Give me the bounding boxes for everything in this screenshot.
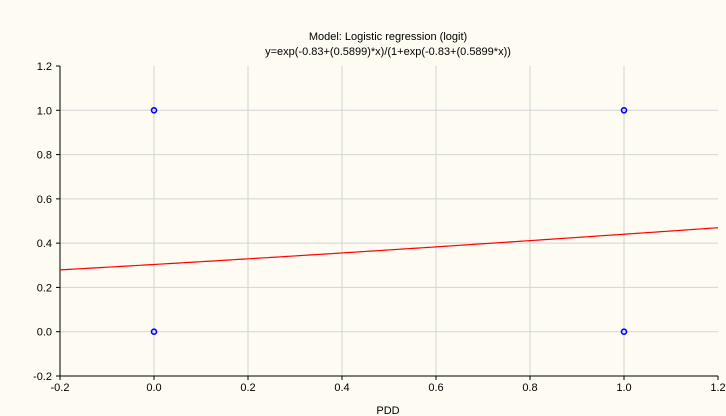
data-points-layer (150, 106, 628, 336)
grid (60, 66, 718, 376)
y-tick-label: 1.2 (37, 61, 52, 73)
y-tick-label: 0.8 (37, 150, 52, 162)
data-point (620, 106, 628, 114)
x-tick-label: 1.2 (710, 382, 725, 394)
y-tick-label: 0.4 (37, 238, 52, 250)
y-tick-label: -0.2 (33, 371, 52, 383)
x-tick-label: 0.8 (522, 382, 537, 394)
chart-title: Model: Logistic regression (logit) (309, 31, 467, 43)
x-tick-label: -0.2 (51, 382, 70, 394)
fitted-curve-layer (59, 227, 719, 271)
data-point (150, 106, 158, 114)
y-tick-label: 1.0 (37, 105, 52, 117)
x-tick-label: 0.6 (428, 382, 443, 394)
data-point (150, 328, 158, 336)
data-point (620, 328, 628, 336)
x-tick-label: 1.0 (616, 382, 631, 394)
y-tick-label: 0.6 (37, 194, 52, 206)
chart-equation: y=exp(-0.83+(0.5899)*x)/(1+exp(-0.83+(0.… (265, 46, 511, 58)
tick-labels: -0.2 0.0 0.2 0.4 0.6 0.8 1.0 1.2 -0.2 0.0 0.2 0.4 0.… (33, 61, 726, 394)
x-tick-label: 0.4 (334, 382, 349, 394)
axes (56, 65, 719, 380)
y-tick-label: 0.2 (37, 282, 52, 294)
y-tick-label: 0.0 (37, 327, 52, 339)
x-tick-label: 0.2 (240, 382, 255, 394)
x-tick-label: 0.0 (146, 382, 161, 394)
x-axis-label: PDD (376, 405, 399, 416)
fitted-logit-curve (59, 227, 719, 271)
